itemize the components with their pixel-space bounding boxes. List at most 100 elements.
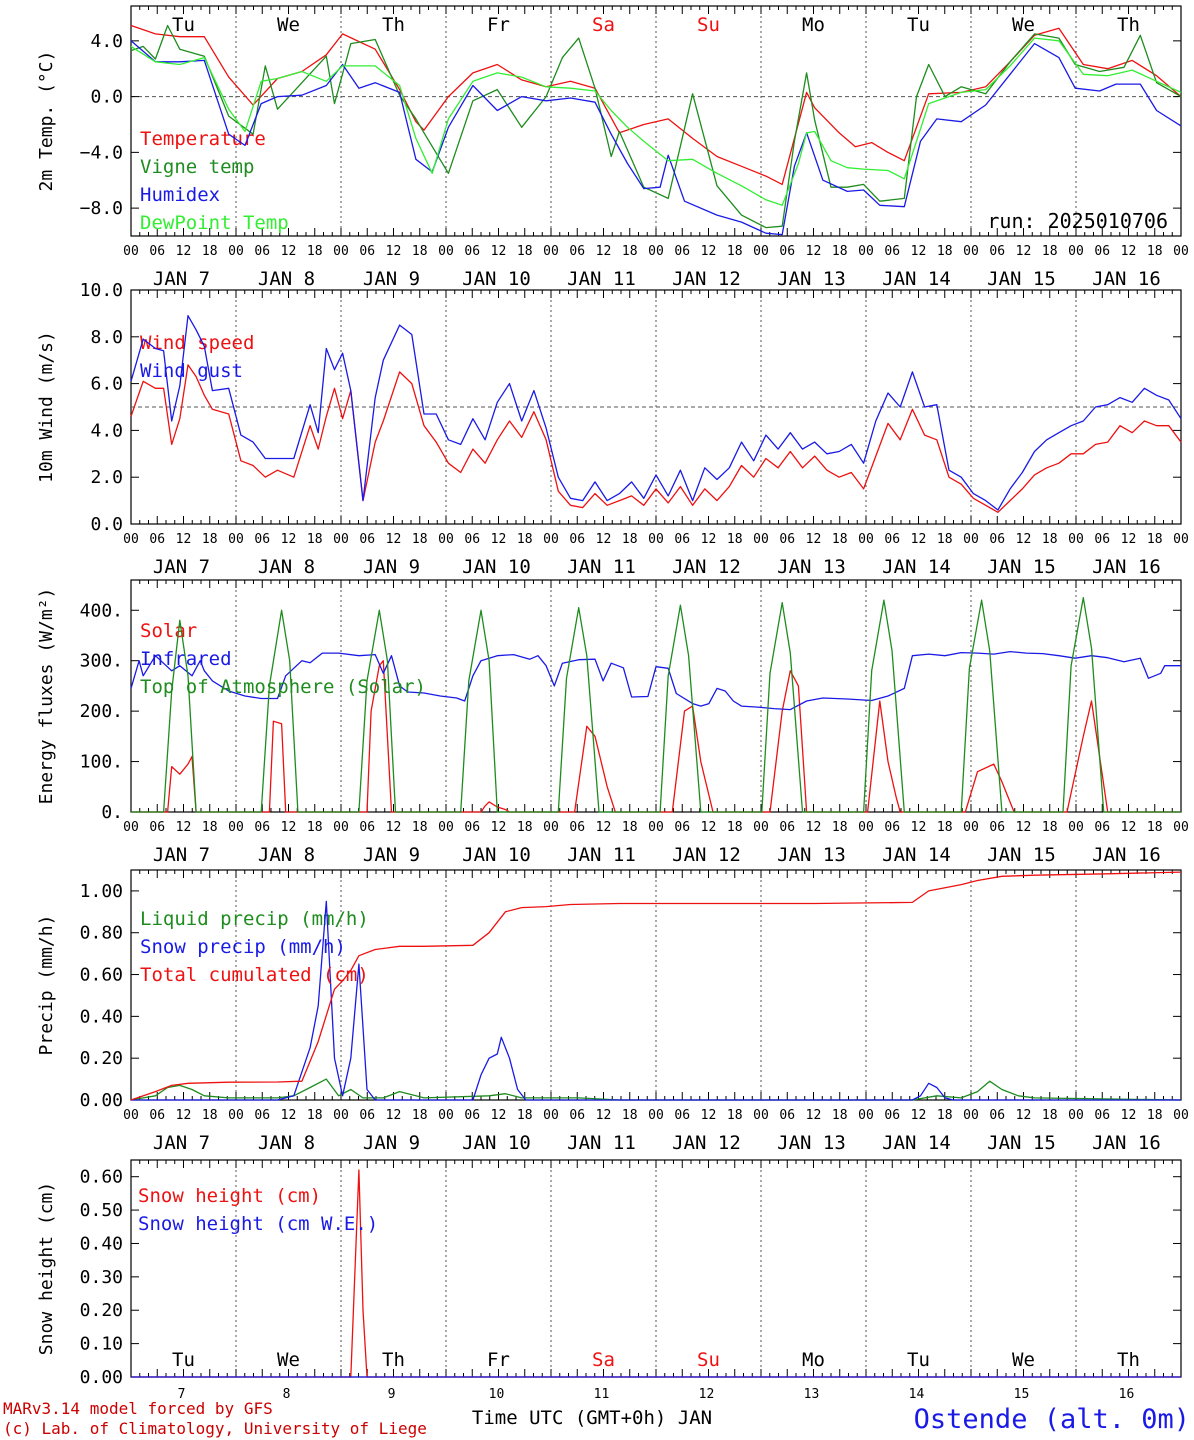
hour-label: 00 — [1068, 244, 1084, 259]
hour-label: 06 — [1094, 532, 1110, 547]
y-tick-label: 0.80 — [80, 923, 123, 944]
day-label: JAN 11 — [567, 556, 636, 578]
hour-label: 00 — [228, 244, 244, 259]
hour-label: 18 — [832, 1108, 848, 1123]
hour-label: 12 — [596, 1108, 612, 1123]
day-number: 12 — [699, 1387, 715, 1402]
hour-label: 12 — [806, 244, 822, 259]
y-tick-label: 0.00 — [80, 1367, 123, 1388]
y-tick-label: 1.00 — [80, 881, 123, 902]
hour-label: 06 — [464, 244, 480, 259]
weekday-label: Th — [382, 1349, 405, 1371]
hour-label: 18 — [307, 1108, 323, 1123]
hour-label: 00 — [333, 820, 349, 835]
hour-label: 12 — [386, 1108, 402, 1123]
y-axis-label: 10m Wind (m/s) — [36, 331, 57, 483]
hour-label: 18 — [622, 1108, 638, 1123]
hour-label: 06 — [359, 820, 375, 835]
day-label: JAN 13 — [777, 1132, 846, 1154]
series-line-wind-speed — [130, 364, 1182, 513]
hour-label: 06 — [569, 820, 585, 835]
hour-label: 12 — [596, 244, 612, 259]
day-label: JAN 12 — [672, 1132, 741, 1154]
hour-label: 12 — [176, 532, 192, 547]
hour-label: 06 — [674, 532, 690, 547]
day-number: 16 — [1119, 1387, 1135, 1402]
panel-5: 0.60 0.50 0.40 0.30 0.20 0.10 0.00 Snow height … — [36, 1159, 1182, 1402]
legend-entry: Top of Atmosphere (Solar) — [140, 676, 426, 698]
hour-label: 06 — [464, 1108, 480, 1123]
weekday-label: Th — [1117, 1349, 1140, 1371]
series-line-vigne-temp — [130, 24, 1182, 229]
day-number: 8 — [283, 1387, 291, 1402]
y-axis-label: Snow height (cm) — [36, 1182, 57, 1355]
legend-entry: Solar — [140, 620, 197, 642]
hour-label: 18 — [622, 532, 638, 547]
y-tick-label: −8.0 — [80, 198, 123, 219]
y-tick-label: 0. — [101, 802, 123, 823]
hour-label: 18 — [622, 244, 638, 259]
hour-label: 18 — [517, 244, 533, 259]
hour-label: 06 — [1094, 820, 1110, 835]
hour-label: 18 — [937, 244, 953, 259]
y-tick-label: 0.10 — [80, 1334, 123, 1355]
hour-label: 18 — [832, 820, 848, 835]
day-label: JAN 14 — [882, 844, 951, 866]
day-label: JAN 7 — [153, 844, 210, 866]
series-line-humidex — [130, 40, 1182, 236]
day-label: JAN 13 — [777, 556, 846, 578]
hour-label: 18 — [727, 1108, 743, 1123]
y-tick-label: 0.40 — [80, 1006, 123, 1027]
day-number: 10 — [489, 1387, 505, 1402]
hour-label: 00 — [858, 244, 874, 259]
y-tick-label: 0.0 — [90, 514, 123, 535]
hour-label: 12 — [701, 820, 717, 835]
hour-label: 12 — [491, 1108, 507, 1123]
hour-label: 18 — [727, 244, 743, 259]
weekday-label: Tu — [172, 14, 195, 36]
legend-entry: DewPoint Temp — [140, 212, 289, 234]
hour-label: 18 — [412, 244, 428, 259]
hour-label: 12 — [281, 532, 297, 547]
hour-label: 06 — [779, 1108, 795, 1123]
day-label: JAN 16 — [1092, 268, 1161, 290]
day-label: JAN 10 — [462, 844, 531, 866]
station-label: Ostende (alt. 0m) — [914, 1404, 1190, 1435]
x-axis-title: Time UTC (GMT+0h) JAN — [472, 1407, 712, 1429]
hour-label: 00 — [1173, 532, 1189, 547]
weekday-label: Sa — [592, 14, 615, 36]
hour-label: 18 — [1042, 244, 1058, 259]
hour-label: 18 — [412, 820, 428, 835]
hour-label: 00 — [753, 532, 769, 547]
hour-label: 00 — [438, 820, 454, 835]
hour-label: 12 — [176, 244, 192, 259]
day-label: JAN 15 — [987, 268, 1056, 290]
y-tick-label: 0.00 — [80, 1090, 123, 1111]
hour-label: 06 — [884, 532, 900, 547]
hour-label: 18 — [517, 1108, 533, 1123]
hour-label: 00 — [123, 244, 139, 259]
y-tick-label: 0.50 — [80, 1200, 123, 1221]
hour-label: 12 — [911, 1108, 927, 1123]
hour-label: 12 — [596, 532, 612, 547]
hour-label: 18 — [202, 820, 218, 835]
series-line-total-cumulated-cm — [130, 871, 1182, 1101]
hour-label: 12 — [1016, 820, 1032, 835]
day-number: 13 — [804, 1387, 820, 1402]
hour-label: 00 — [228, 1108, 244, 1123]
hour-label: 00 — [648, 1108, 664, 1123]
day-label: JAN 16 — [1092, 1132, 1161, 1154]
weekday-label: Sa — [592, 1349, 615, 1371]
hour-label: 18 — [1042, 1108, 1058, 1123]
series-line-wind-gust — [130, 315, 1182, 511]
weekday-label: Fr — [487, 1349, 510, 1371]
day-label: JAN 12 — [672, 268, 741, 290]
hour-label: 06 — [464, 820, 480, 835]
hour-label: 18 — [1042, 820, 1058, 835]
hour-label: 06 — [149, 244, 165, 259]
run-label: run: 2025010706 — [987, 209, 1168, 233]
day-label: JAN 16 — [1092, 844, 1161, 866]
series-line-snow-precip-mm-h — [131, 900, 1181, 1101]
panel-1: 4.0 0.0 −4.0 −8.0 2m Temp. (°C) 00 06 12 18 JAN 7… — [36, 5, 1189, 290]
